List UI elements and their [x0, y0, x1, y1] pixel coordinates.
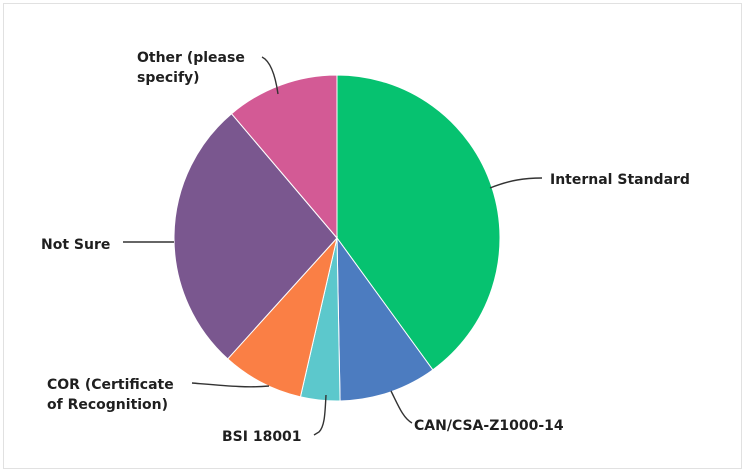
pie-slice-other — [230, 74, 338, 240]
slice-label-can-csa: CAN/CSA-Z1000-14 — [414, 418, 564, 434]
leader-can-csa — [390, 390, 413, 424]
slice-label-cor: COR (Certificate of Recognition) — [47, 377, 179, 413]
leader-other — [261, 56, 279, 95]
slice-label-other-line1: Other (please — [137, 50, 245, 66]
leader-cor — [191, 382, 270, 388]
slice-label-bsi-18001: BSI 18001 — [222, 429, 302, 445]
leader-lines — [123, 56, 543, 436]
leader-internal-standard — [489, 177, 543, 189]
pie-slice-not-sure — [173, 113, 338, 360]
slice-label-cor-line2: of Recognition) — [47, 397, 168, 413]
pie-slices — [173, 74, 501, 402]
leader-bsi-18001 — [313, 394, 327, 436]
slice-label-internal-standard: Internal Standard — [550, 172, 690, 188]
slice-label-cor-line1: COR (Certificate — [47, 377, 174, 393]
slice-label-other-line2: specify) — [137, 70, 200, 86]
slice-label-other: Other (please specify) — [137, 50, 250, 86]
slice-label-not-sure: Not Sure — [41, 237, 110, 253]
pie-slice-can-csa — [336, 236, 434, 402]
